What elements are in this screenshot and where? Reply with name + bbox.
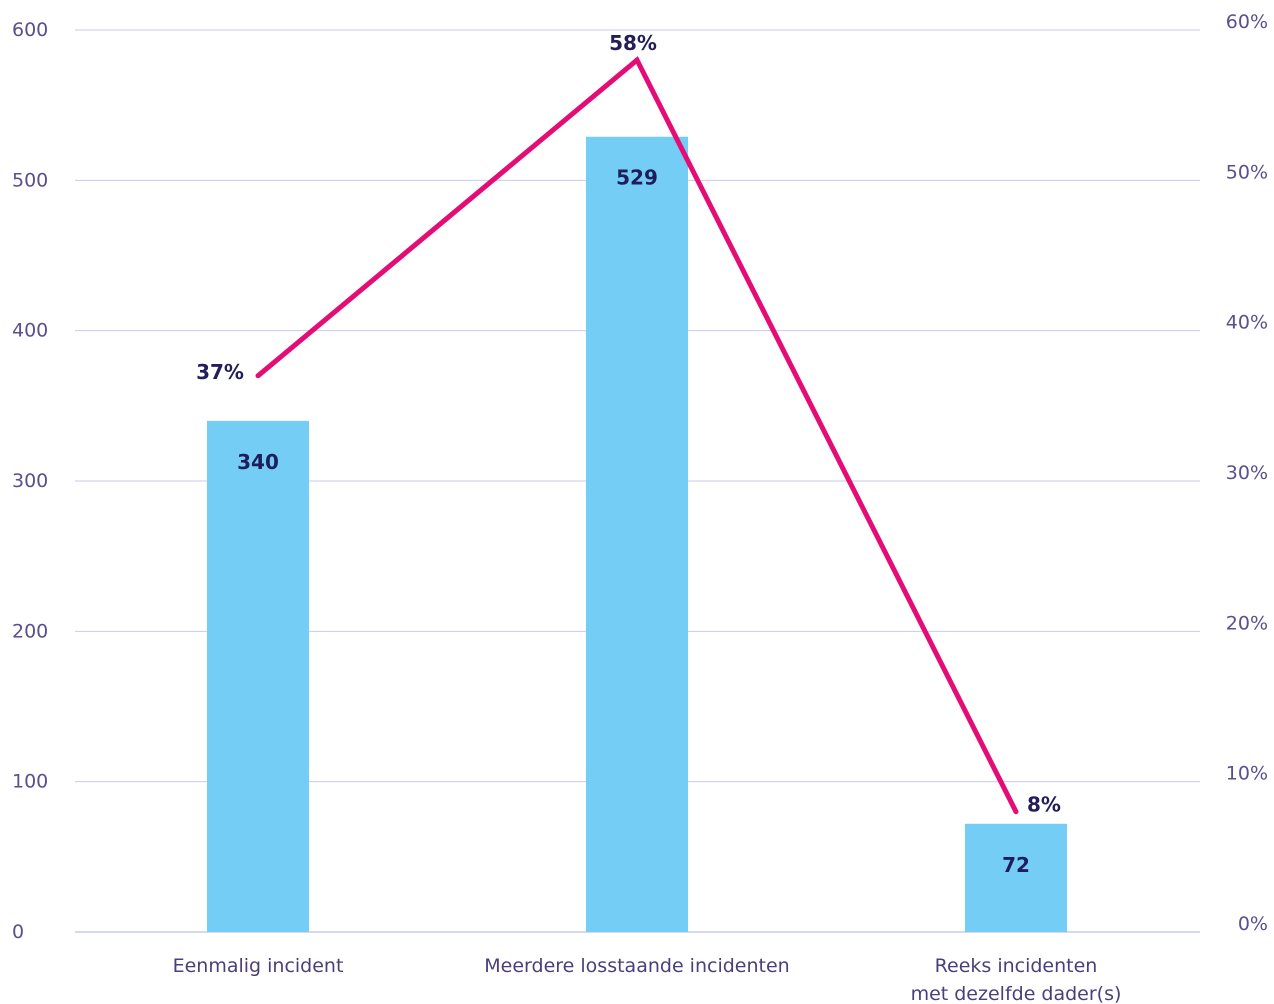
line-value-label: 58%: [609, 31, 657, 55]
line-point: [634, 57, 640, 63]
right-axis-tick-label: 40%: [1226, 312, 1268, 334]
line-point: [255, 373, 261, 379]
right-axis-tick-label: 20%: [1226, 612, 1268, 634]
category-label: met dezelfde dader(s): [911, 983, 1122, 1004]
left-axis-tick-label: 200: [12, 620, 48, 642]
category-label: Meerdere losstaande incidenten: [484, 955, 789, 977]
category-label: Eenmalig incident: [173, 955, 344, 977]
right-axis-tick-label: 60%: [1226, 11, 1268, 33]
bar: [586, 136, 688, 932]
left-axis-tick-label: 0: [12, 921, 24, 943]
right-axis-tick-label: 50%: [1226, 161, 1268, 183]
left-axis-tick-label: 600: [12, 19, 48, 41]
line-value-label: 8%: [1027, 793, 1061, 817]
bar: [965, 823, 1067, 932]
left-axis-tick-label: 400: [12, 320, 48, 342]
right-axis-tick-label: 0%: [1238, 913, 1268, 935]
line-point: [1013, 809, 1019, 815]
left-axis-tick-label: 500: [12, 169, 48, 191]
left-axis-tick-label: 100: [12, 771, 48, 793]
bar-value-label: 529: [616, 166, 658, 190]
right-axis-tick-label: 10%: [1226, 763, 1268, 785]
right-axis-tick-label: 30%: [1226, 462, 1268, 484]
bar: [207, 420, 309, 932]
line-value-label: 37%: [196, 360, 244, 384]
bar-value-label: 340: [237, 450, 279, 474]
left-axis-tick-label: 300: [12, 470, 48, 492]
bar-value-label: 72: [1002, 853, 1030, 877]
category-label: Reeks incidenten: [935, 955, 1098, 977]
